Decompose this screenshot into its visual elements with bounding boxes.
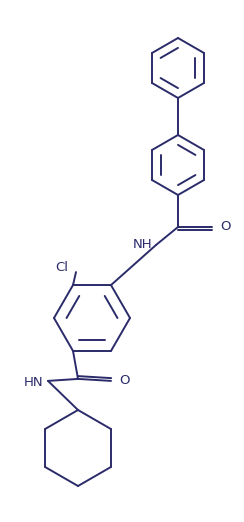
Text: NH: NH <box>132 239 152 252</box>
Text: O: O <box>220 220 231 233</box>
Text: O: O <box>119 374 130 387</box>
Text: Cl: Cl <box>55 260 68 274</box>
Text: HN: HN <box>23 376 43 389</box>
